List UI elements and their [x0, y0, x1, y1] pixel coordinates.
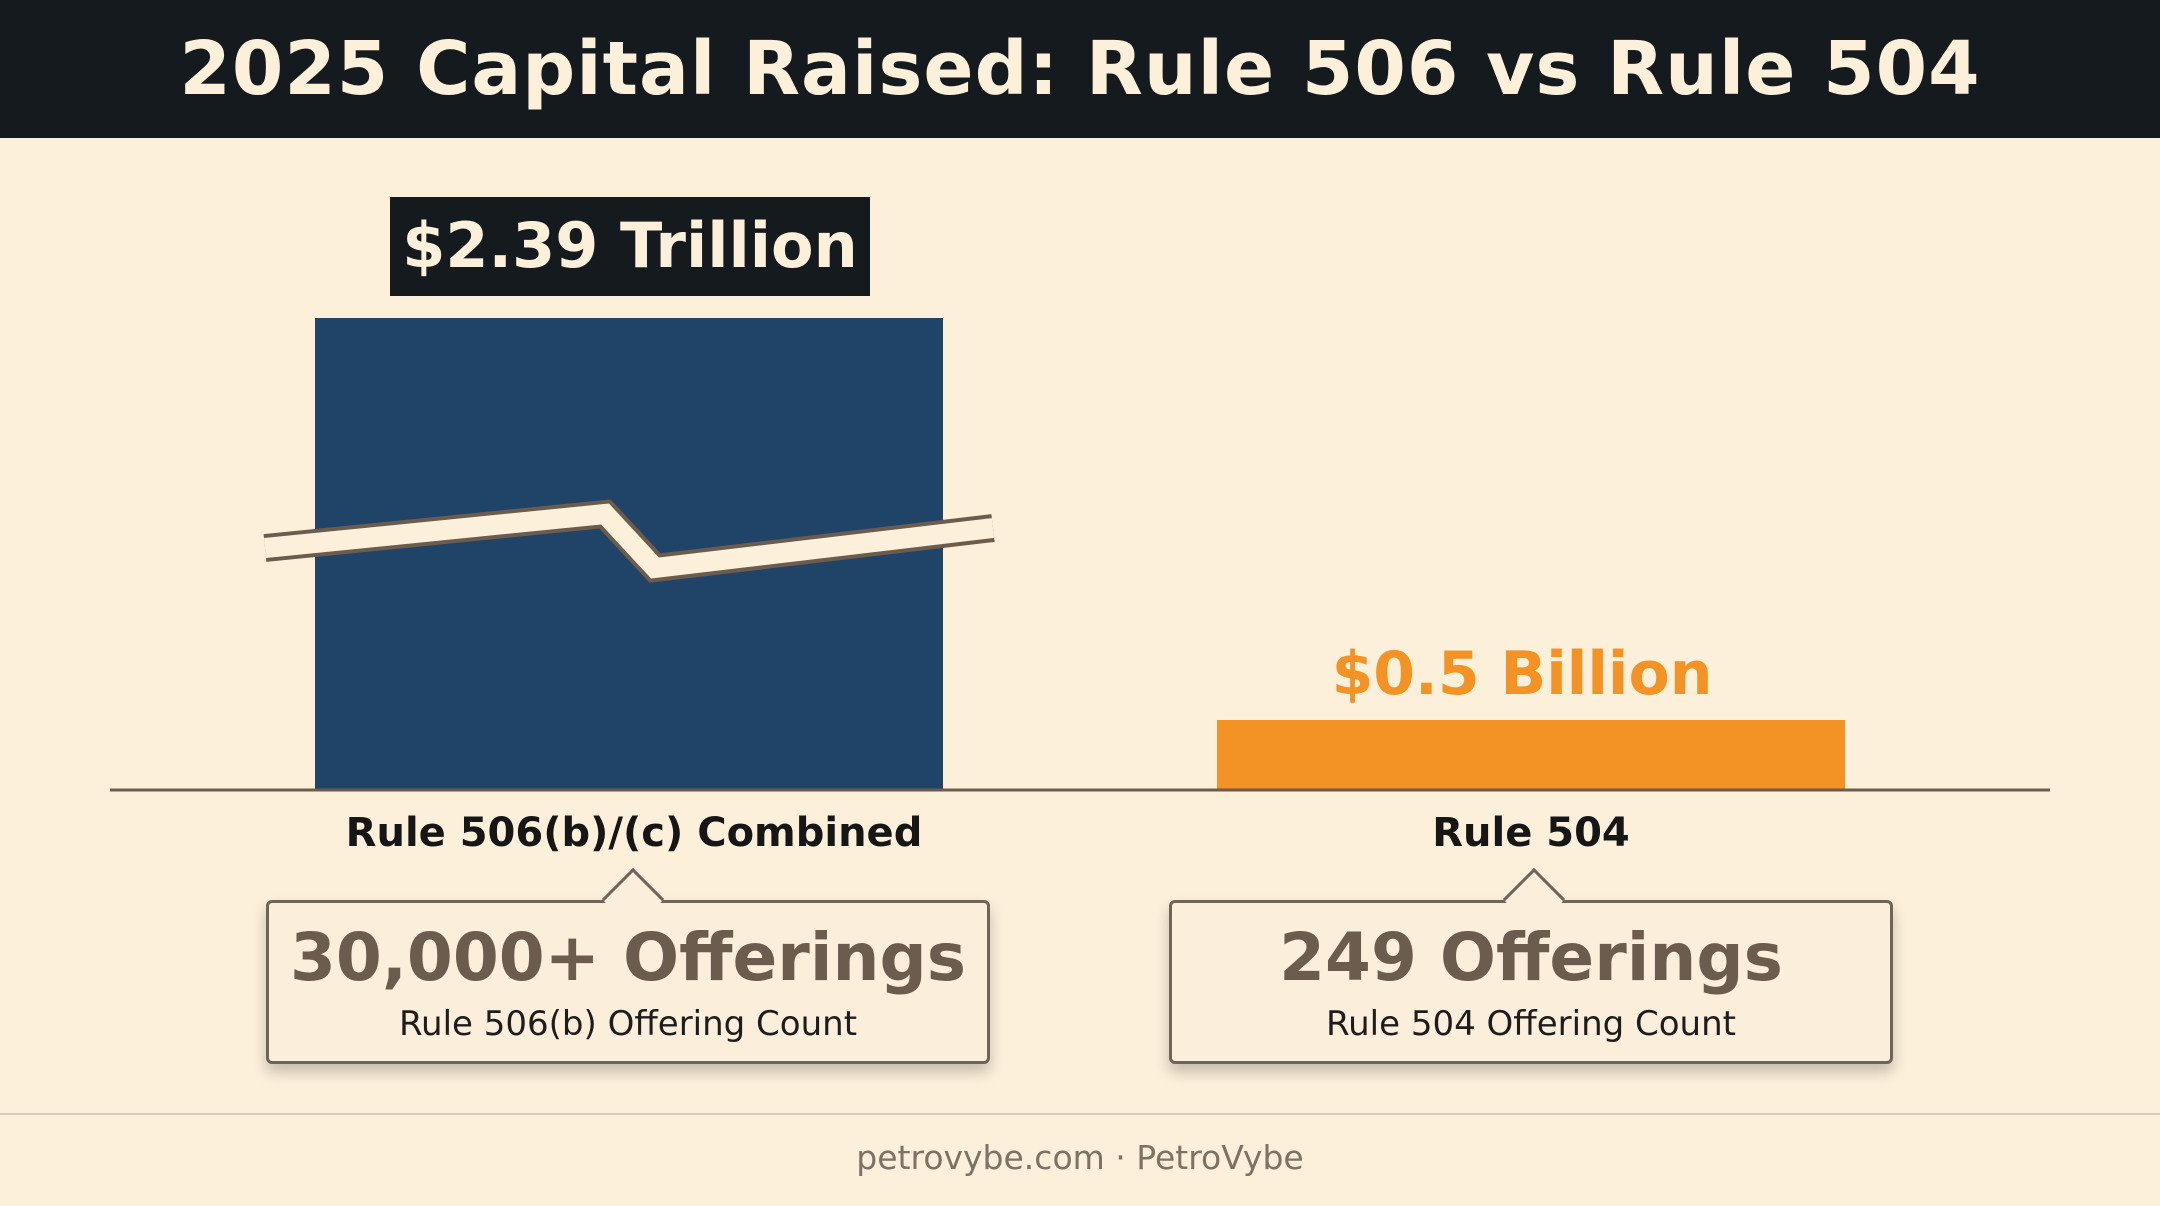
data-label-rule-506: $2.39 Trillion — [402, 209, 858, 282]
chart-title: 2025 Capital Raised: Rule 506 vs Rule 50… — [179, 26, 1981, 112]
callout-caption: Rule 506(b) Offering Count — [398, 1004, 858, 1044]
bar-rule-504 — [1217, 720, 1845, 790]
data-label-box-rule-506 — [390, 197, 870, 296]
axis-break-mark — [264, 503, 995, 579]
callout-rule-506-offerings: 30,000+ Offerings Rule 506(b) Offering C… — [266, 867, 990, 1064]
category-label-rule-506: Rule 506(b)/(c) Combined — [345, 810, 923, 856]
category-label-rule-504: Rule 504 — [1432, 810, 1630, 856]
footer-divider — [0, 1113, 2160, 1115]
callout-headline: 30,000+ Offerings — [290, 919, 966, 996]
footer-credit: petrovybe.com · PetroVybe — [856, 1138, 1304, 1177]
bar-chart: $2.39 Trillion $0.5 Billion — [110, 197, 2050, 792]
title-banner: 2025 Capital Raised: Rule 506 vs Rule 50… — [0, 0, 2160, 138]
data-label-rule-504: $0.5 Billion — [1332, 639, 1713, 709]
callout-caption: Rule 504 Offering Count — [1326, 1004, 1736, 1044]
callout-headline: 249 Offerings — [1279, 919, 1783, 996]
callout-rule-504-offerings: 249 Offerings Rule 504 Offering Count — [1169, 867, 1893, 1064]
